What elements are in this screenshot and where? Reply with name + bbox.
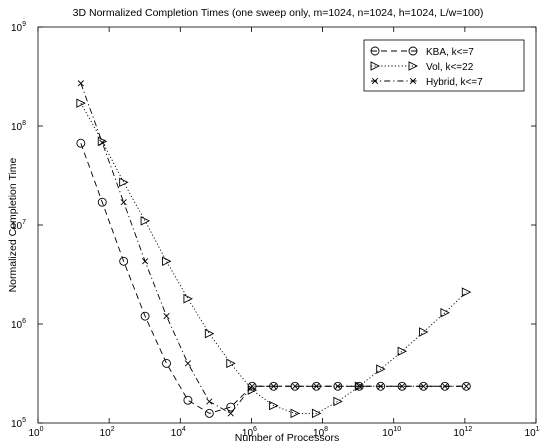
x-axis-ticks: 100 102 104 106 108 1010 1012 1014 [28,27,540,439]
series-1 [76,138,471,418]
data-point [376,381,386,391]
y-tick-label: 105 [11,417,26,430]
x-tick-label: 108 [313,426,328,439]
data-point [463,383,470,390]
data-point [206,398,213,405]
series-line [80,143,467,414]
data-point [119,177,129,188]
y-tick-label: 108 [11,120,26,133]
data-point [163,313,170,320]
data-point [227,410,234,417]
data-point [441,383,449,390]
data-point [140,216,151,226]
data-point [204,408,214,418]
x-axis-label: Number of Processors [235,432,339,444]
data-point [461,287,472,297]
data-point [249,383,256,390]
data-point [183,293,193,304]
x-tick-label: 1012 [453,426,472,439]
legend-label: Hybrid, k<=7 [426,77,483,88]
data-point [204,328,215,339]
legend-marker [371,77,379,85]
data-point [140,311,150,321]
data-point [311,408,322,419]
data-point [440,307,450,318]
data-point [270,383,277,390]
data-point [97,197,107,207]
legend-marker [409,77,417,85]
series-2 [76,98,472,419]
data-point [377,383,384,390]
data-point [162,256,172,267]
data-point [356,383,363,390]
chart-title: 3D Normalized Completion Times (one swee… [73,7,484,19]
data-point [419,327,429,337]
data-point [398,383,406,390]
data-point [291,383,299,390]
y-tick-label: 109 [11,21,26,34]
legend: KBA, k<=7 Vol, k<=22 Hybrid, k<=7 [363,39,525,92]
data-point [97,136,108,147]
legend-marker [370,46,380,56]
x-tick-label: 102 [100,426,115,439]
legend-label: Vol, k<=22 [426,62,474,73]
x-tick-label: 106 [242,426,257,439]
legend-marker [408,46,418,56]
data-point [76,98,86,108]
data-point [120,199,127,206]
data-point [184,360,192,367]
data-point [183,395,193,405]
data-point [333,396,343,407]
data-point [162,358,171,368]
data-point [334,383,341,390]
plot-area [37,26,537,424]
data-point [76,138,86,148]
series-line [80,102,467,414]
x-tick-label: 1010 [382,426,401,439]
y-axis-label: Normalized Completion Time [7,157,19,292]
data-point [247,385,258,395]
legend-label: KBA, k<=7 [426,47,474,58]
x-tick-label: 104 [171,426,186,439]
series-layer [76,80,472,419]
data-point [141,258,149,265]
series-3 [77,80,470,417]
legend-marker [370,61,381,71]
data-point [290,408,300,419]
x-tick-label: 1014 [525,426,540,439]
data-point [119,256,129,266]
data-point [269,400,279,411]
data-point [77,80,84,87]
legend-marker [408,61,419,71]
data-point [99,139,106,146]
y-tick-label: 106 [11,318,26,331]
data-point [226,402,236,412]
data-point [420,383,427,390]
data-point [397,346,408,357]
data-point [313,383,320,390]
x-tick-label: 100 [28,426,43,439]
y-tick-label: 107 [11,219,26,232]
legend-box [363,39,525,92]
y-axis-ticks: 105 106 107 108 109 [11,21,536,430]
data-point [376,364,386,374]
data-point [226,358,236,369]
